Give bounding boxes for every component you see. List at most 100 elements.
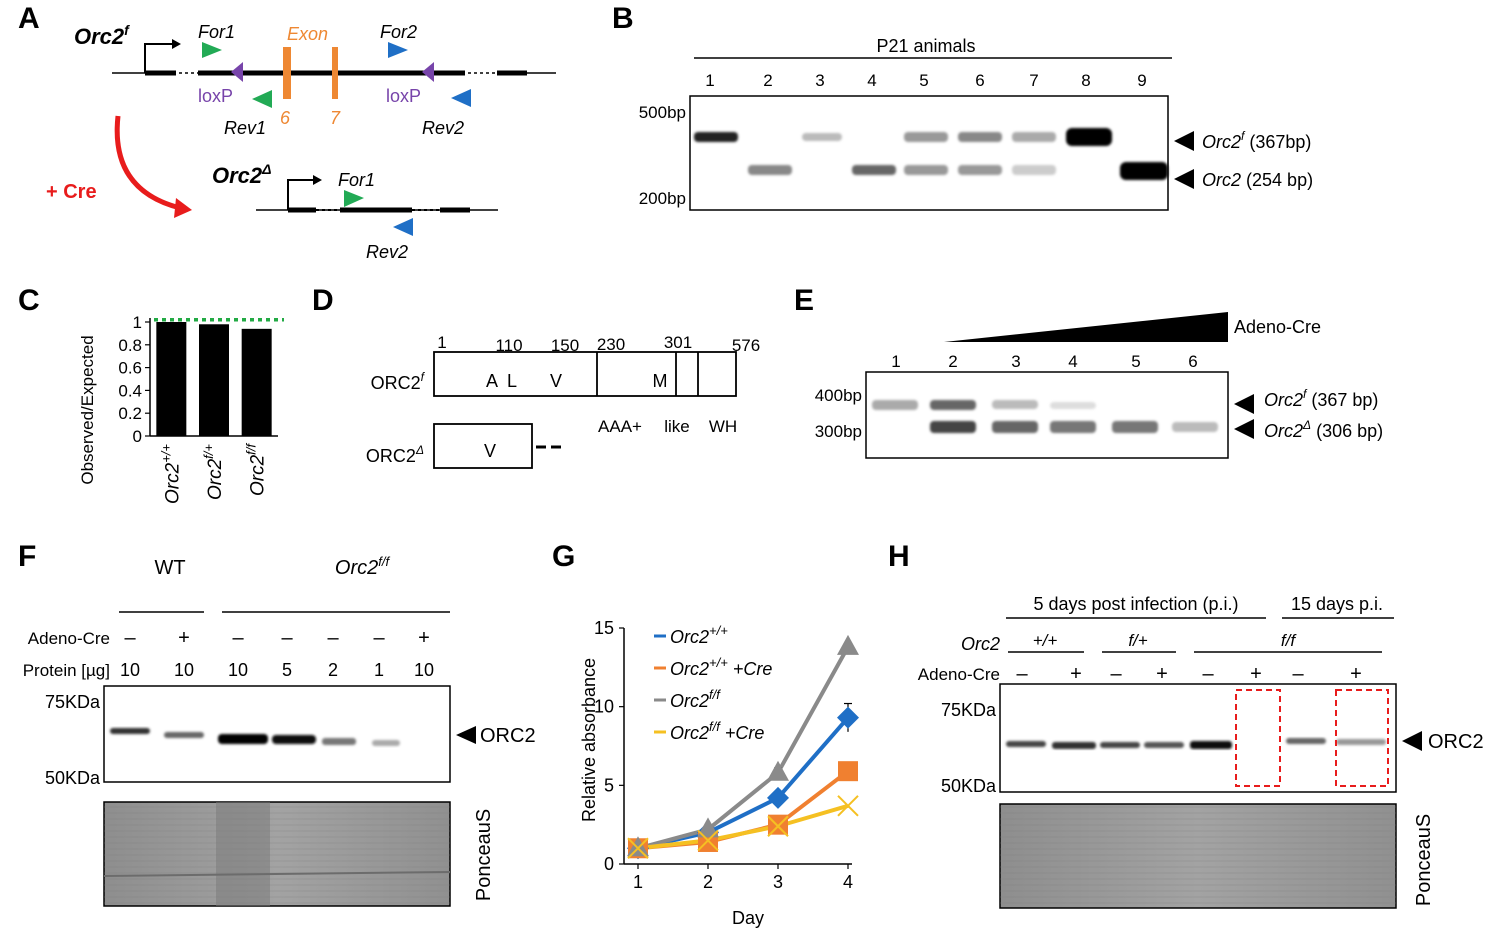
f-band — [272, 735, 316, 744]
g-point — [627, 837, 649, 859]
h-cre-value: – — [1110, 663, 1122, 685]
h-header-left: 5 days post infection (p.i.) — [1033, 594, 1238, 614]
b-bands — [694, 128, 1168, 180]
h-band — [1286, 738, 1326, 744]
b-lane: 4 — [867, 71, 876, 90]
g-legend-label: Orc2+/+ — [670, 623, 728, 647]
f-protein-value: 10 — [174, 660, 194, 680]
loxp-1-icon — [231, 62, 243, 82]
panel-letter-g: G — [552, 540, 575, 573]
b-header: P21 animals — [876, 36, 975, 56]
h-cre-value: + — [1250, 663, 1262, 685]
h-band — [1052, 742, 1096, 749]
g-point — [697, 829, 719, 852]
b-lane: 9 — [1137, 71, 1146, 90]
loxp-2-label: loxP — [386, 86, 421, 106]
h-cre-value: – — [1016, 663, 1028, 685]
c-y-tick-label: 0 — [133, 427, 142, 446]
h-cre-value: – — [1202, 663, 1214, 685]
panel-g: G Relative absorbance Day 0 5 10 15 1 2 3 4 Orc2… — [552, 540, 859, 928]
h-header-right: 15 days p.i. — [1291, 594, 1383, 614]
d-res: L — [507, 371, 517, 391]
b-bottom-size: (254 bp) — [1246, 170, 1313, 190]
g-legend-label: Orc2+/+ +Cre — [670, 655, 772, 679]
b-band-arrow-2-icon — [1174, 169, 1194, 189]
f-band — [372, 740, 400, 746]
h-genotype: f/f — [1281, 631, 1297, 650]
g-series-line — [637, 769, 850, 851]
g-point — [768, 814, 788, 835]
c-y-tick-label: 0.4 — [118, 381, 142, 400]
f-cre-value: – — [124, 627, 136, 649]
b-lane-numbers: 1 2 3 4 5 6 7 8 9 — [705, 71, 1146, 90]
h-band — [1336, 739, 1386, 745]
promoter-arrow-2-icon — [287, 175, 322, 210]
g-point — [837, 634, 859, 655]
h-genotype: +/+ — [1033, 631, 1058, 650]
f-band — [322, 738, 356, 745]
f-band — [110, 728, 150, 734]
panel-f: F WT Orc2f/f Adeno-Cre Protein [µg] – + – –… — [18, 540, 536, 907]
panel-letter-b: B — [612, 2, 634, 35]
promoter-arrow-icon — [144, 39, 181, 73]
exon-label: Exon — [287, 24, 328, 44]
svg-text:Orc2f (367bp): Orc2f (367bp) — [1202, 129, 1311, 152]
b-bottom-gene: Orc2 — [1202, 170, 1241, 190]
e-band — [1112, 421, 1158, 433]
h-cre-value: + — [1070, 663, 1082, 685]
rev1-label: Rev1 — [224, 118, 266, 138]
d-res: V — [550, 371, 562, 391]
e-lane: 5 — [1131, 352, 1140, 371]
f-protein-value: 5 — [282, 660, 292, 680]
f-protein-value: 1 — [374, 660, 384, 680]
e-band — [930, 421, 976, 433]
loxp-1-label: loxP — [198, 86, 233, 106]
f-cre-value: + — [178, 627, 190, 649]
h-band-label: ORC2 — [1428, 731, 1484, 753]
h-band — [1006, 741, 1046, 747]
b-band — [802, 133, 842, 141]
panel-letter-f: F — [18, 540, 36, 573]
b-band — [694, 132, 738, 142]
c-ylabel: Observed/Expected — [78, 335, 97, 484]
b-lane: 8 — [1081, 71, 1090, 90]
d-pos: 230 — [597, 335, 625, 354]
b-gel — [689, 95, 1169, 211]
c-y-tick-label: 1 — [133, 313, 142, 332]
e-bottom-size: (306 bp) — [1316, 421, 1383, 441]
f-row-cre: Adeno-Cre — [28, 629, 110, 648]
g-legend-label: Orc2f/f — [670, 687, 721, 711]
b-top-gene: Orc2 — [1202, 132, 1241, 152]
c-bar — [199, 324, 229, 436]
h-band — [1144, 742, 1184, 748]
b-lane: 3 — [815, 71, 824, 90]
d-row-d-label: ORC2 — [366, 446, 416, 466]
b-top-size: (367bp) — [1249, 132, 1311, 152]
panel-a: A Orc2f Exon 6 7 For1 Rev1 For2 Rev2 lox… — [18, 2, 556, 262]
e-bottom-sup: Δ — [1302, 418, 1311, 432]
g-y-tick-label: 5 — [604, 775, 614, 795]
f-cre-value: – — [281, 627, 293, 649]
g-y-tick-label: 15 — [594, 618, 614, 638]
d-res: M — [653, 371, 668, 391]
e-treatment: Adeno-Cre — [1234, 317, 1321, 337]
for1-label: For1 — [198, 22, 235, 42]
d-domain: AAA+ — [598, 417, 642, 436]
g-y-tick-label: 10 — [594, 697, 614, 717]
rev2-label: Rev2 — [422, 118, 464, 138]
h-blot — [999, 683, 1397, 793]
f-band-arrow-icon — [456, 726, 476, 744]
g-series-line — [637, 645, 850, 851]
e-band — [992, 421, 1038, 433]
panel-letter-h: H — [888, 540, 910, 573]
svg-text:Orc2 (254 bp): Orc2 (254 bp) — [1202, 170, 1313, 190]
d-res: A — [486, 371, 498, 391]
d-row-f-sup: f — [421, 370, 426, 384]
svg-text:Orc2Δ: Orc2Δ — [212, 161, 272, 188]
f-row-protein: Protein [µg] — [23, 661, 110, 680]
rev2-primer-2-icon — [393, 218, 413, 236]
h-row-cre: Adeno-Cre — [918, 665, 1000, 684]
b-band-arrow-icon — [1174, 131, 1194, 151]
svg-text:ORC2f: ORC2f — [371, 370, 426, 393]
f-marker-top: 75KDa — [45, 692, 101, 712]
